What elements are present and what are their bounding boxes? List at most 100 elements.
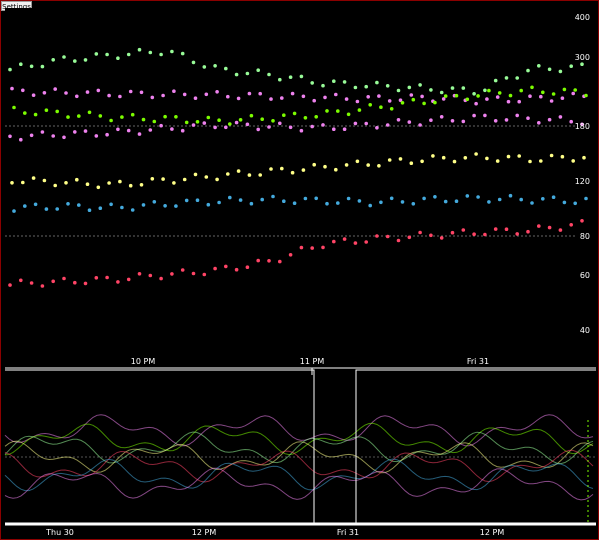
reading-point (29, 133, 34, 138)
reading-point (541, 197, 545, 201)
reading-point (528, 94, 532, 98)
reading-point (385, 123, 390, 127)
reading-point (353, 121, 358, 126)
reading-point (400, 101, 405, 105)
reading-point (299, 245, 304, 250)
reading-point (10, 181, 14, 185)
reading-point (238, 118, 243, 122)
reading-point (174, 204, 178, 208)
brush-right-edge[interactable] (355, 369, 596, 524)
reading-point (247, 173, 252, 177)
reading-point (366, 95, 371, 99)
reading-point (21, 180, 25, 185)
reading-point (454, 199, 459, 203)
reading-point (258, 173, 263, 177)
reading-point (55, 207, 59, 211)
reading-point (282, 113, 286, 117)
reading-point (213, 266, 217, 271)
reading-point (454, 93, 459, 98)
reading-point (325, 201, 329, 206)
reading-point (429, 118, 433, 122)
reading-point (94, 134, 99, 138)
reading-point (245, 71, 250, 76)
reading-point (245, 265, 250, 270)
reading-point (379, 105, 383, 109)
reading-point (495, 159, 500, 163)
reading-point (321, 83, 325, 88)
reading-point (228, 195, 232, 200)
reading-point (288, 75, 293, 79)
reading-point (141, 203, 146, 207)
reading-point (33, 202, 38, 207)
reading-point (182, 177, 187, 182)
reading-point (472, 232, 476, 236)
reading-point (573, 88, 577, 92)
reading-point (191, 123, 196, 127)
reading-point (137, 47, 142, 52)
reading-point (217, 200, 221, 205)
overview-plot[interactable]: Thu 30 12 PM Fri 31 12 PM (4, 369, 596, 537)
main-plot[interactable]: 400 300 180 120 80 60 40 10 PM 11 PM Fri… (5, 8, 596, 375)
reading-point (159, 276, 163, 281)
reading-point (152, 200, 157, 204)
reading-point (346, 196, 351, 201)
reading-point (515, 76, 519, 80)
reading-point (234, 120, 239, 125)
reading-point (400, 200, 405, 204)
reading-point (64, 181, 68, 185)
overview-tick-12pm-2: 12 PM (480, 528, 505, 537)
reading-point (461, 86, 466, 90)
reading-point (215, 90, 219, 94)
reading-point (537, 64, 541, 68)
reading-point (62, 276, 66, 281)
reading-point (19, 137, 23, 142)
reading-point (98, 114, 103, 118)
reading-point (260, 197, 265, 202)
reading-point (377, 94, 381, 98)
reading-point (323, 164, 327, 169)
reading-point (379, 200, 383, 205)
reading-point (396, 88, 401, 93)
reading-point (258, 91, 263, 96)
reading-point (450, 86, 455, 90)
reading-point (582, 155, 586, 160)
y-tick-80: 80 (580, 232, 590, 241)
reading-point (87, 110, 92, 115)
reading-point (180, 128, 185, 133)
reading-point (94, 276, 99, 280)
reading-point (526, 229, 530, 234)
reading-point (40, 130, 45, 134)
reading-point (396, 118, 401, 122)
brush-left-edge[interactable] (5, 369, 315, 524)
overview-tick-12pm-1: 12 PM (192, 528, 217, 537)
reading-point (180, 51, 185, 56)
reading-point (312, 162, 317, 167)
reading-point (12, 209, 16, 213)
reading-point (407, 235, 412, 240)
reading-point (357, 108, 362, 112)
reading-point (226, 94, 230, 99)
reading-point (85, 90, 90, 94)
reading-point (431, 154, 435, 158)
reading-point (249, 113, 254, 118)
reading-point (55, 109, 59, 114)
reading-point (51, 279, 55, 284)
reading-point (184, 198, 189, 203)
reading-point (526, 68, 530, 73)
reading-point (271, 194, 275, 199)
reading-point (107, 93, 111, 98)
reading-point (441, 97, 446, 101)
reading-point (558, 69, 563, 74)
reading-point (206, 115, 211, 120)
reading-point (301, 94, 306, 99)
reading-point (202, 121, 207, 125)
reading-point (170, 127, 174, 131)
reading-point (137, 132, 142, 136)
reading-point (126, 128, 131, 133)
reading-point (75, 94, 79, 99)
reading-point (420, 159, 424, 164)
overview-sensor-line (4, 458, 594, 492)
reading-point (439, 236, 444, 240)
reading-point (504, 76, 509, 80)
reading-point (161, 177, 165, 181)
